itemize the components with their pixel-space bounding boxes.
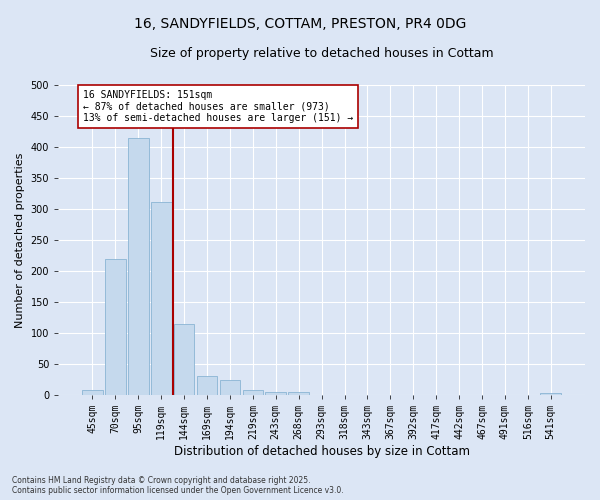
Bar [197,376,217,394]
Bar [174,324,194,394]
Bar [265,392,286,394]
Bar [242,390,263,394]
Bar [541,393,561,394]
Bar [128,138,149,394]
Bar [105,259,125,394]
X-axis label: Distribution of detached houses by size in Cottam: Distribution of detached houses by size … [173,444,470,458]
Title: Size of property relative to detached houses in Cottam: Size of property relative to detached ho… [150,48,493,60]
Text: Contains HM Land Registry data © Crown copyright and database right 2025.
Contai: Contains HM Land Registry data © Crown c… [12,476,344,495]
Bar [82,390,103,394]
Bar [220,380,240,394]
Text: 16 SANDYFIELDS: 151sqm
← 87% of detached houses are smaller (973)
13% of semi-de: 16 SANDYFIELDS: 151sqm ← 87% of detached… [83,90,353,124]
Y-axis label: Number of detached properties: Number of detached properties [15,152,25,328]
Bar [151,202,172,394]
Text: 16, SANDYFIELDS, COTTAM, PRESTON, PR4 0DG: 16, SANDYFIELDS, COTTAM, PRESTON, PR4 0D… [134,18,466,32]
Bar [289,392,309,394]
